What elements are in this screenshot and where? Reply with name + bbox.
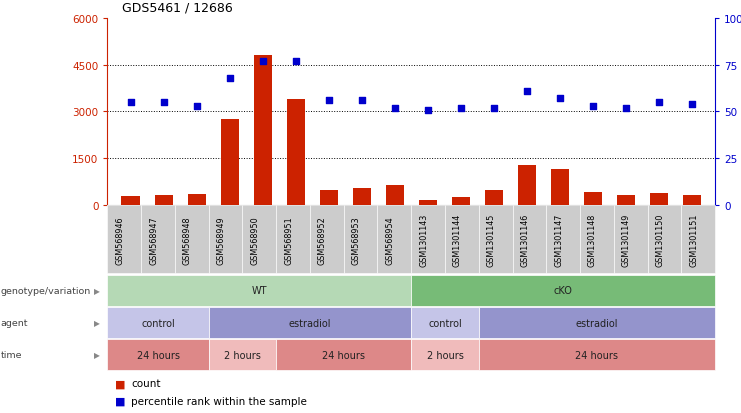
Bar [683, 195, 701, 206]
Text: 24 hours: 24 hours [576, 350, 619, 360]
Point [653, 100, 665, 106]
Bar [518, 165, 536, 206]
Text: GSM1301144: GSM1301144 [453, 213, 462, 266]
Bar [287, 100, 305, 206]
Text: cKO: cKO [554, 285, 573, 296]
Point [190, 103, 202, 110]
Text: ■: ■ [115, 396, 125, 406]
Bar [419, 200, 437, 206]
Text: 2 hours: 2 hours [224, 350, 261, 360]
Bar [319, 190, 338, 206]
Text: GSM568949: GSM568949 [216, 216, 225, 264]
Bar [155, 196, 173, 206]
Text: agent: agent [1, 318, 28, 327]
Bar [485, 191, 503, 206]
Text: genotype/variation: genotype/variation [1, 286, 91, 295]
Text: 24 hours: 24 hours [322, 350, 365, 360]
Text: GSM1301147: GSM1301147 [554, 213, 563, 266]
Text: GSM568946: GSM568946 [116, 216, 124, 264]
Text: control: control [428, 318, 462, 328]
Text: GSM1301150: GSM1301150 [656, 213, 665, 266]
Text: ▶: ▶ [94, 351, 100, 359]
Point [488, 105, 499, 112]
Bar [187, 195, 206, 206]
Text: GDS5461 / 12686: GDS5461 / 12686 [122, 2, 233, 14]
Bar [122, 197, 139, 206]
Bar [353, 188, 370, 206]
Text: ▶: ▶ [94, 318, 100, 327]
Point [158, 100, 170, 106]
Text: GSM568947: GSM568947 [149, 216, 158, 264]
Point [587, 103, 599, 110]
Bar [385, 185, 404, 206]
Bar [452, 197, 470, 206]
Text: GSM568951: GSM568951 [284, 216, 293, 264]
Point [455, 105, 467, 112]
Text: time: time [1, 351, 22, 359]
Point [124, 100, 136, 106]
Point [256, 58, 268, 65]
Point [290, 58, 302, 65]
Text: GSM1301151: GSM1301151 [689, 213, 698, 266]
Text: GSM1301145: GSM1301145 [487, 213, 496, 266]
Text: ■: ■ [115, 378, 125, 389]
Text: count: count [131, 378, 161, 389]
Bar [650, 194, 668, 206]
Text: GSM568950: GSM568950 [250, 216, 259, 264]
Bar [253, 56, 272, 206]
Text: ▶: ▶ [94, 286, 100, 295]
Text: GSM568952: GSM568952 [318, 216, 327, 264]
Point [620, 105, 632, 112]
Text: GSM568953: GSM568953 [352, 216, 361, 264]
Text: 2 hours: 2 hours [427, 350, 463, 360]
Text: WT: WT [252, 285, 267, 296]
Point [224, 75, 236, 82]
Point [686, 101, 698, 108]
Text: GSM1301143: GSM1301143 [419, 213, 428, 266]
Point [554, 96, 566, 102]
Text: GSM568954: GSM568954 [385, 216, 394, 264]
Text: estradiol: estradiol [576, 318, 618, 328]
Point [521, 88, 533, 95]
Point [389, 105, 401, 112]
Point [356, 97, 368, 104]
Text: GSM1301149: GSM1301149 [622, 213, 631, 266]
Text: estradiol: estradiol [289, 318, 331, 328]
Point [422, 107, 433, 114]
Text: GSM1301146: GSM1301146 [520, 213, 529, 266]
Bar [551, 170, 569, 206]
Bar [584, 192, 602, 206]
Text: GSM568948: GSM568948 [183, 216, 192, 264]
Text: 24 hours: 24 hours [136, 350, 179, 360]
Bar [617, 195, 635, 206]
Text: percentile rank within the sample: percentile rank within the sample [131, 396, 307, 406]
Text: control: control [142, 318, 175, 328]
Bar [221, 120, 239, 206]
Text: GSM1301148: GSM1301148 [588, 213, 597, 266]
Point [323, 97, 335, 104]
